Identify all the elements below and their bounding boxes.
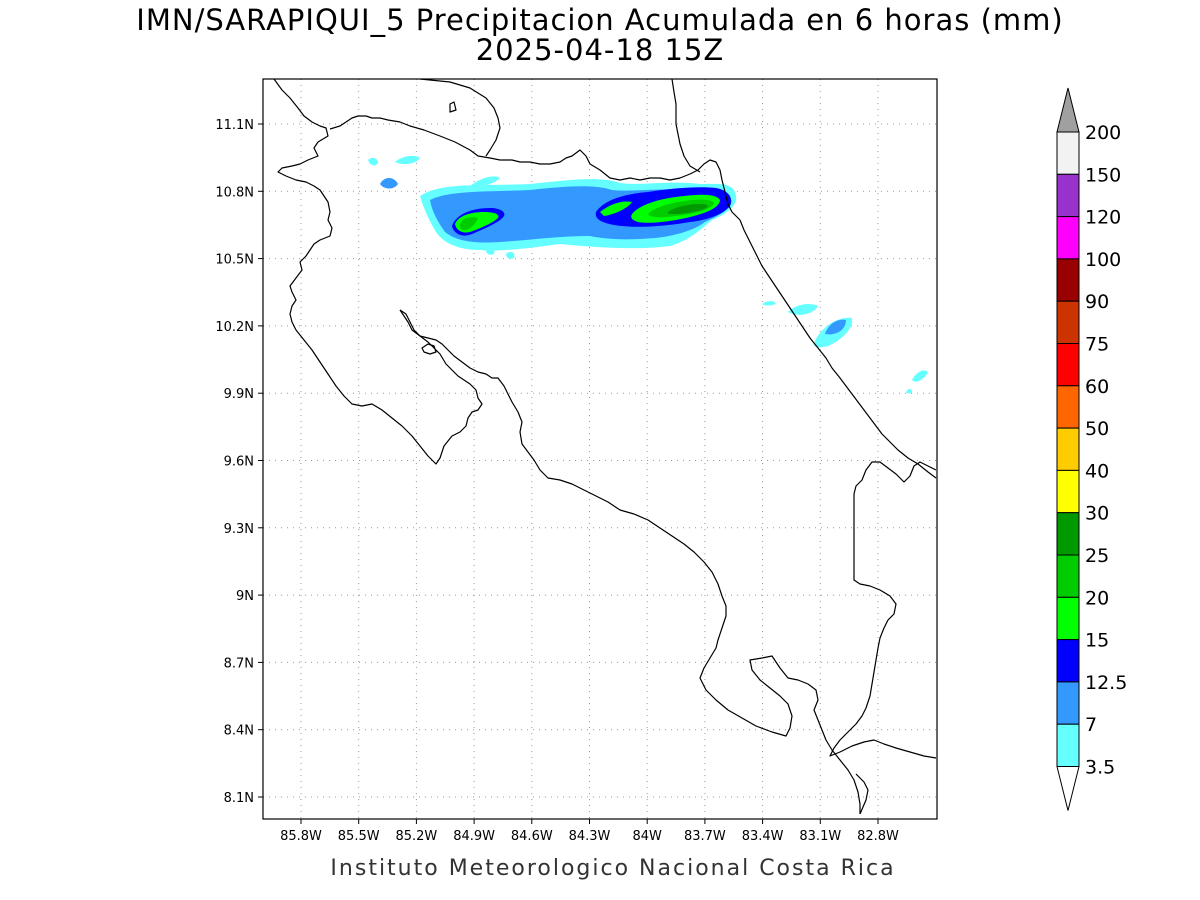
precip-area-3-5 — [762, 301, 776, 306]
y-tick-label: 8.4N — [224, 724, 254, 739]
panama-coast — [855, 773, 869, 815]
precip-area-3-5 — [470, 176, 500, 187]
colorbar-label: 30 — [1085, 503, 1109, 525]
x-tick-label: 83.7W — [684, 829, 726, 844]
colorbar-cap-top — [1056, 87, 1080, 133]
colorbar-segment — [1056, 639, 1080, 683]
island — [421, 343, 437, 355]
precip-area-3-5 — [395, 155, 420, 165]
y-tick-label: 8.7N — [224, 656, 254, 671]
nicaragua-border — [329, 115, 741, 221]
x-tick-label: 82.8W — [857, 829, 899, 844]
x-tick-label: 85.5W — [338, 829, 380, 844]
map-datetime: 2025-04-18 15Z — [475, 33, 725, 67]
precip-area-3-5 — [788, 304, 818, 315]
y-tick-label: 10.8N — [215, 185, 254, 200]
island — [449, 101, 457, 113]
colorbar-segment — [1056, 512, 1080, 556]
y-tick-label: 9N — [236, 589, 254, 604]
colorbar-label: 60 — [1085, 376, 1109, 398]
colorbar-label: 100 — [1085, 249, 1121, 271]
precipitation-field — [368, 155, 928, 394]
colorbar-segment — [1056, 596, 1080, 641]
x-tick-label: 85.8W — [280, 829, 322, 844]
precip-area-25 — [667, 204, 708, 214]
nicaragua-coast — [671, 79, 701, 173]
caribbean-coast — [739, 219, 937, 479]
precip-area-3-5 — [506, 251, 515, 259]
colorbar-segment — [1056, 258, 1080, 302]
precip-area-3-5 — [906, 389, 912, 394]
precip-area-3-5 — [486, 247, 495, 255]
colorbar-label: 15 — [1085, 630, 1109, 652]
colorbar-legend: 200 150 120 100 90 75 60 50 40 30 25 20 15 12.5 7 3.5 — [1056, 87, 1127, 811]
y-tick-label: 8.1N — [224, 791, 254, 806]
x-tick-label: 84.6W — [511, 829, 553, 844]
precip-area-20 — [459, 217, 478, 230]
colorbar-segment — [1056, 131, 1080, 175]
y-tick-label: 9.9N — [224, 387, 254, 402]
colorbar-segment — [1056, 723, 1080, 768]
colorbar-segment — [1056, 300, 1080, 345]
map-frame — [262, 78, 938, 820]
colorbar-segment — [1056, 554, 1080, 598]
x-tick-label: 85.2W — [395, 829, 437, 844]
colorbar-segment — [1056, 681, 1080, 725]
precip-area-15 — [600, 201, 632, 216]
precip-area-7 — [380, 178, 398, 189]
pacific-coast-nicaragua — [273, 79, 483, 465]
colorbar-label: 7 — [1085, 714, 1097, 736]
x-tick-label: 83.1W — [799, 829, 841, 844]
y-tick-label: 10.2N — [215, 320, 254, 335]
colorbar-label: 50 — [1085, 418, 1109, 440]
precip-area-3-5 — [368, 157, 378, 166]
y-tick-label: 11.1N — [215, 118, 254, 133]
lake-nicaragua — [419, 79, 501, 157]
institution-credit: Instituto Meteorologico Nacional Costa R… — [330, 856, 896, 881]
map-title: IMN/SARAPIQUI_5 Precipitacion Acumulada … — [136, 3, 1064, 37]
colorbar-segment — [1056, 469, 1080, 514]
gulf-of-nicoya — [399, 309, 861, 814]
colorbar-label: 150 — [1085, 164, 1121, 186]
colorbar-label: 40 — [1085, 460, 1109, 482]
colorbar-label: 12.5 — [1085, 672, 1127, 694]
map-axes: 85.8W 85.5W 85.2W 84.9W 84.6W 84.3W 84W 83.7W 83… — [215, 118, 899, 844]
colorbar-label: 25 — [1085, 545, 1109, 567]
x-tick-label: 84.3W — [569, 829, 611, 844]
precip-area-7 — [825, 319, 846, 335]
colorbar-segment — [1056, 343, 1080, 387]
colorbar-segment — [1056, 216, 1080, 260]
y-tick-label: 9.6N — [224, 455, 254, 470]
colorbar-segment — [1056, 427, 1080, 471]
y-tick-label: 10.5N — [215, 253, 254, 268]
colorbar-segment — [1056, 173, 1080, 218]
colorbar-label: 75 — [1085, 334, 1109, 356]
x-tick-label: 84.9W — [453, 829, 495, 844]
x-tick-label: 84W — [632, 829, 662, 844]
precip-area-3-5 — [912, 370, 928, 382]
coastline-borders — [273, 79, 937, 815]
panama-border — [829, 461, 937, 759]
colorbar-label: 120 — [1085, 207, 1121, 229]
colorbar-label: 200 — [1085, 122, 1121, 144]
y-tick-label: 9.3N — [224, 522, 254, 537]
colorbar-label: 3.5 — [1085, 757, 1115, 779]
colorbar-segment — [1056, 385, 1080, 429]
x-tick-label: 83.4W — [742, 829, 784, 844]
colorbar-label: 90 — [1085, 291, 1109, 313]
colorbar-label: 20 — [1085, 587, 1109, 609]
colorbar-cap-bottom — [1056, 766, 1080, 811]
